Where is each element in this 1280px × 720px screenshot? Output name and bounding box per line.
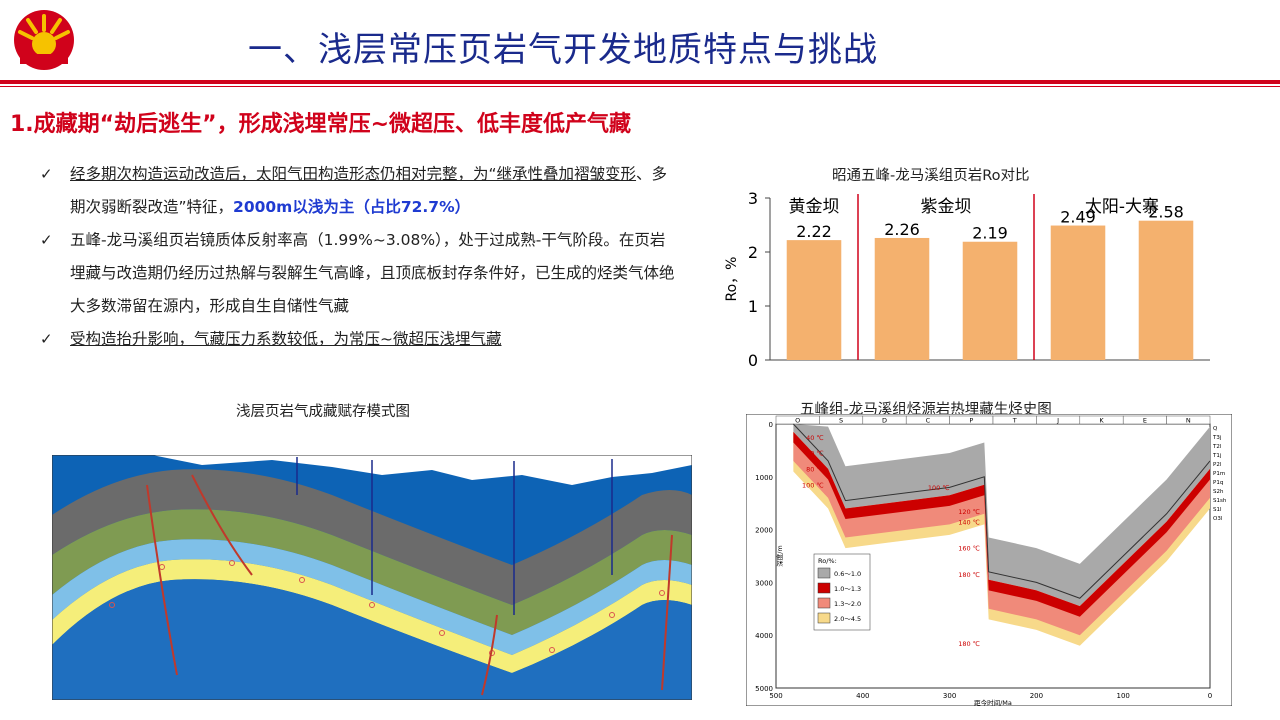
isotherm-label: 140 ℃ xyxy=(958,518,980,526)
period-label: E xyxy=(1143,417,1147,425)
strata-label: S1sh xyxy=(1213,498,1227,504)
legend-swatch xyxy=(817,567,831,579)
x-tick-label: 400 xyxy=(856,692,869,700)
x-tick-label: 200 xyxy=(1030,692,1043,700)
legend-swatch xyxy=(817,582,831,594)
period-label: N xyxy=(1186,417,1191,425)
checkmark-icon: ✓ xyxy=(40,231,53,249)
y-tick-label: 2000 xyxy=(755,527,773,535)
isotherm-label: 100 ℃ xyxy=(802,481,824,489)
period-label: C xyxy=(926,417,931,425)
y-tick-label: 5000 xyxy=(755,685,773,693)
strata-label: T2l xyxy=(1212,444,1222,450)
strata-label: P2l xyxy=(1213,462,1222,468)
burial-curve xyxy=(792,423,1211,599)
strata-label: P1m xyxy=(1213,471,1225,477)
section-title: 1.成藏期“劫后逃生”，形成浅埋常压~微超压、低丰度低产气藏 xyxy=(10,112,632,137)
bullet-text: 、多期次弱断裂改造”特征， xyxy=(70,165,668,216)
bar-value-label: 2.49 xyxy=(1060,208,1096,227)
y-tick-label: 1000 xyxy=(755,474,773,482)
legend-label: 2.0～4.5 xyxy=(834,615,861,623)
legend-swatch xyxy=(817,597,831,609)
x-axis-label: 距今时间/Ma xyxy=(974,698,1012,706)
bullet-list: ✓ 经多期次构造运动改造后，太阳气田构造形态仍相对完整，为“继承性叠加褶皱变形、多… xyxy=(40,158,680,356)
period-label: K xyxy=(1099,417,1104,425)
slide-title: 一、浅层常压页岩气开发地质特点与挑战 xyxy=(248,30,878,70)
legend-swatch xyxy=(817,612,831,624)
y-axis-label: Ro，% xyxy=(724,257,740,302)
y-axis-label: 深度/m xyxy=(775,545,784,567)
strata-label: S1l xyxy=(1213,507,1222,513)
checkmark-icon: ✓ xyxy=(40,165,53,183)
bullet-item: ✓ 五峰-龙马溪组页岩镜质体反射率高（1.99%~3.08%），处于过成熟-干气阶… xyxy=(40,224,680,323)
bar-value-label: 2.19 xyxy=(972,224,1008,243)
x-tick-label: 500 xyxy=(769,692,782,700)
y-tick-label: 4000 xyxy=(755,632,773,640)
bar-value-label: 2.22 xyxy=(796,222,832,241)
header-divider xyxy=(0,80,1280,84)
ro-bar-chart: 0 1 2 3 Ro，% 2.22 2.26 2.19 2.49 2.58 黄金坝 紫金坝 太阳-大寨 xyxy=(724,189,1210,366)
y-tick-label: 0 xyxy=(748,351,758,366)
period-label: S xyxy=(839,417,843,425)
legend-label: 1.3～2.0 xyxy=(834,600,861,608)
ro-bar xyxy=(962,241,1018,360)
period-label: P xyxy=(969,417,973,425)
y-tick-label: 2 xyxy=(748,243,758,262)
strata-label: S2h xyxy=(1213,489,1224,495)
x-tick-label: 100 xyxy=(1117,692,1130,700)
bar-value-label: 2.26 xyxy=(884,220,920,239)
legend-label: 0.6～1.0 xyxy=(834,570,861,578)
bullet-item: ✓ 受构造抬升影响，气藏压力系数较低，为常压~微超压浅埋气藏 xyxy=(40,323,680,356)
period-label: D xyxy=(882,417,887,425)
ro-bar xyxy=(874,237,930,360)
ro-chart-title: 昭通五峰-龙马溪组页岩Ro对比 xyxy=(832,168,1030,184)
period-label: O xyxy=(795,417,800,425)
checkmark-icon: ✓ xyxy=(40,330,53,348)
isotherm-label: 60 ℃ xyxy=(806,450,824,458)
strata-label: O3l xyxy=(1213,516,1223,522)
isotherm-label: 180 ℃ xyxy=(958,571,980,579)
ro-bar xyxy=(1050,225,1106,360)
y-tick-label: 3000 xyxy=(755,579,773,587)
group-label: 紫金坝 xyxy=(921,197,972,217)
isotherm-label: 40 ℃ xyxy=(806,434,824,442)
ro-band-gray xyxy=(793,424,1210,607)
x-tick-label: 0 xyxy=(1208,692,1212,700)
strata-label: P1q xyxy=(1213,480,1223,486)
bullet-text: 经多期次构造运动改造后，太阳气田构造形态仍相对完整，为“继承性叠加褶皱变形 xyxy=(70,165,637,183)
period-label: T xyxy=(1012,417,1017,425)
bullet-text: 受构造抬升影响，气藏压力系数较低，为常压~微超压浅埋气藏 xyxy=(70,330,502,348)
legend-title: Ro/%: xyxy=(818,557,837,565)
y-tick-label: 1 xyxy=(748,297,758,316)
legend-label: 1.0～1.3 xyxy=(834,585,861,593)
geological-model-diagram xyxy=(52,455,692,700)
ro-bar xyxy=(1138,220,1194,360)
isotherm-label: 80 ℃ xyxy=(806,466,824,474)
model-figure-title: 浅层页岩气成藏赋存模式图 xyxy=(236,404,410,420)
header-divider-thin xyxy=(0,86,1280,87)
isotherm-label: 180 ℃ xyxy=(958,640,980,648)
isotherm-label: 120 ℃ xyxy=(958,508,980,516)
period-label: J xyxy=(1056,417,1059,425)
x-tick-label: 300 xyxy=(943,692,956,700)
ro-bar xyxy=(786,240,842,360)
y-tick-label: 0 xyxy=(769,421,773,429)
strata-label: T1j xyxy=(1212,453,1222,459)
strata-label: T3j xyxy=(1212,435,1222,441)
company-logo xyxy=(14,10,74,70)
isotherm-label: 160 ℃ xyxy=(958,545,980,553)
bullet-text: 五峰-龙马溪组页岩镜质体反射率高（1.99%~3.08%），处于过成熟-干气阶段… xyxy=(70,231,675,315)
bullet-item: ✓ 经多期次构造运动改造后，太阳气田构造形态仍相对完整，为“继承性叠加褶皱变形、多… xyxy=(40,158,680,224)
bullet-text: 2000m以浅为主（占比72.7%） xyxy=(233,198,471,216)
group-label: 太阳-大寨 xyxy=(1085,197,1159,217)
group-label: 黄金坝 xyxy=(789,197,840,217)
y-tick-label: 3 xyxy=(748,189,758,208)
bar-value-label: 2.58 xyxy=(1148,203,1184,222)
strata-label: Q xyxy=(1213,426,1218,432)
isotherm-label: 100 ℃ xyxy=(928,484,950,492)
period-cell xyxy=(1166,415,1211,425)
